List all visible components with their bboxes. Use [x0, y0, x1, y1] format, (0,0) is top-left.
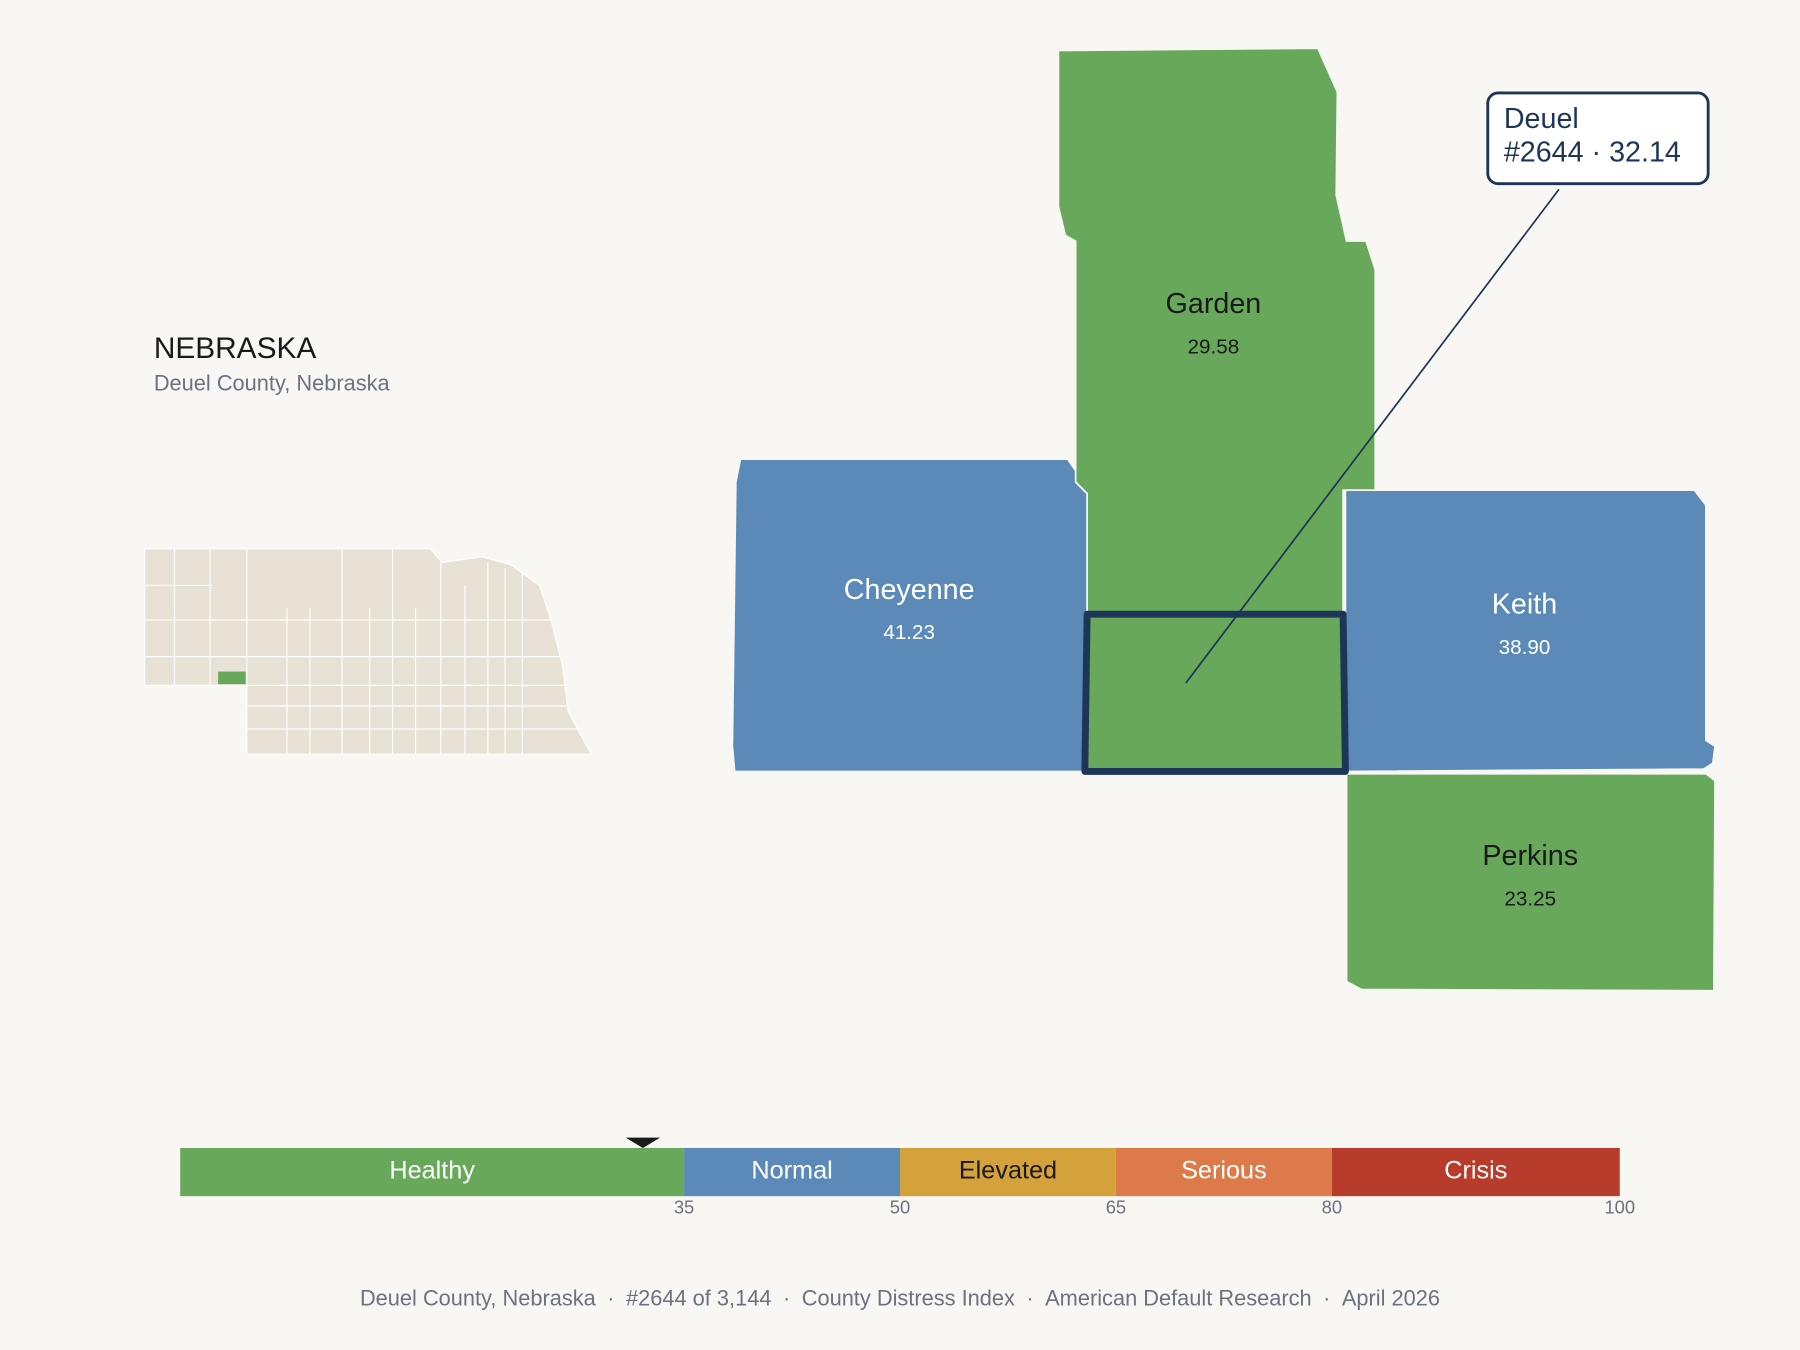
callout-title: Deuel — [1504, 103, 1579, 135]
county-name: Garden — [1166, 288, 1262, 320]
scale-segment — [900, 1147, 1116, 1197]
distress-scale: Healthy Normal Elevated Serious Crisis 35 50 65… — [180, 1137, 1635, 1218]
footer-item: #2644 of 3,144 — [626, 1285, 771, 1310]
county-name: Keith — [1492, 589, 1557, 621]
callout-box — [1486, 91, 1710, 186]
footer-item: American Default Research — [1045, 1285, 1312, 1310]
scale-segment — [180, 1147, 685, 1197]
county-name: Cheyenne — [844, 574, 975, 606]
county-value: 23.25 — [1504, 887, 1556, 910]
county-shape — [1083, 613, 1347, 773]
state-shape — [144, 548, 593, 755]
footer-separator: · — [607, 1285, 614, 1310]
county-name: Perkins — [1482, 840, 1578, 872]
footer-text: Deuel County, Nebraska · #2644 of 3,144 · Co… — [360, 1285, 1440, 1310]
footer: Deuel County, Nebraska · #2644 of 3,144 · Co… — [360, 1285, 1440, 1310]
county-value: 41.23 — [883, 621, 935, 644]
scale-tick-label: 35 — [674, 1197, 694, 1218]
county-shape — [1344, 489, 1716, 773]
callout-subtitle: #2644 · 32.14 — [1504, 136, 1681, 168]
scale-segment — [1331, 1147, 1620, 1197]
footer-separator: · — [1323, 1285, 1330, 1310]
footer-separator: · — [1026, 1285, 1033, 1310]
scale-marker — [625, 1137, 661, 1148]
scale-segment-label: Crisis — [1444, 1157, 1507, 1185]
county-value: 29.58 — [1188, 335, 1240, 358]
scale-segment-label: Normal — [751, 1157, 832, 1185]
state-locator — [144, 548, 593, 755]
locator-highlight — [218, 671, 246, 685]
scale-segment-label: Elevated — [959, 1157, 1057, 1185]
county-shape — [731, 458, 1088, 773]
scale-segment-label: Healthy — [389, 1157, 475, 1185]
counties: Garden 29.58 Cheyenne 41.23 Keith 38.90 Perkin… — [731, 47, 1716, 992]
scale-segment-label: Serious — [1181, 1157, 1267, 1185]
scale-tick-label: 50 — [890, 1197, 910, 1218]
county-highlight — [1081, 610, 1349, 775]
county-shape — [1345, 772, 1716, 992]
state-subtitle: Deuel County, Nebraska — [154, 370, 391, 395]
county-value: 38.90 — [1499, 636, 1551, 659]
scale-segment — [1115, 1147, 1332, 1197]
scale-tick-label: 65 — [1106, 1197, 1126, 1218]
callout: Deuel #2644 · 32.14 — [1185, 91, 1710, 684]
footer-item: April 2026 — [1342, 1285, 1440, 1310]
state-title: NEBRASKA — [154, 332, 317, 365]
footer-separator: · — [783, 1285, 790, 1310]
footer-item: County Distress Index — [802, 1285, 1015, 1310]
county-lines — [144, 548, 580, 755]
county-shape — [1057, 47, 1377, 616]
callout-leader — [1185, 188, 1560, 684]
footer-item: Deuel County, Nebraska — [360, 1285, 597, 1310]
scale-tick-label: 100 — [1604, 1197, 1635, 1218]
scale-tick-label: 80 — [1322, 1197, 1342, 1218]
scale-segment — [684, 1147, 900, 1197]
